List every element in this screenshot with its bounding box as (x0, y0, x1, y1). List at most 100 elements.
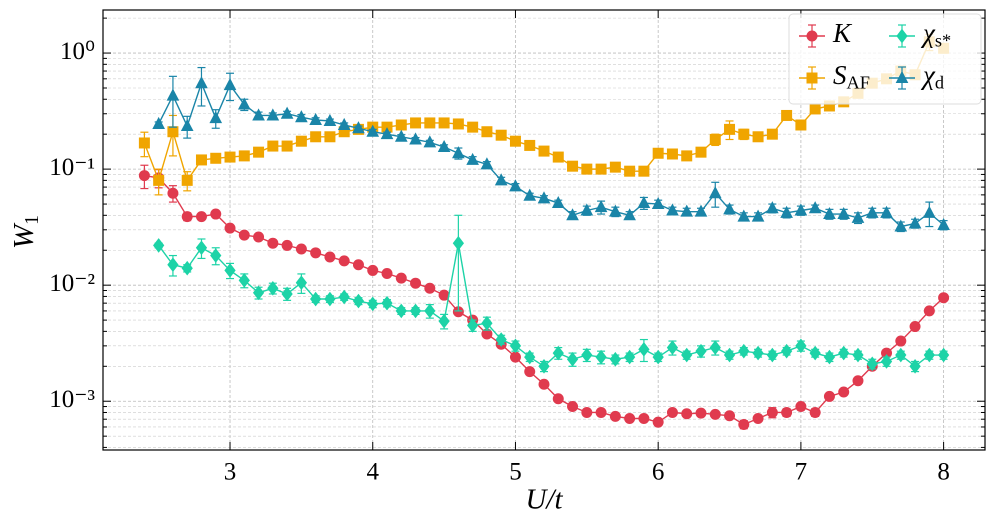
marker (238, 273, 250, 288)
marker (223, 77, 237, 91)
y-tick-label: 10⁻² (49, 270, 95, 297)
marker (424, 303, 436, 319)
marker (909, 321, 921, 333)
marker (766, 347, 778, 363)
marker (594, 200, 608, 213)
marker (295, 110, 308, 123)
marker (937, 347, 950, 363)
marker (724, 123, 736, 135)
marker (552, 345, 564, 361)
marker (410, 277, 422, 289)
marker (524, 349, 536, 365)
marker (367, 296, 379, 312)
marker (852, 375, 864, 387)
marker (723, 202, 736, 215)
marker (395, 272, 407, 284)
marker (895, 347, 907, 363)
marker (381, 295, 393, 311)
marker (324, 291, 336, 307)
marker (324, 251, 336, 263)
marker (452, 146, 465, 159)
marker (838, 345, 850, 361)
marker (481, 126, 493, 138)
marker (195, 76, 208, 89)
marker (551, 195, 565, 209)
marker (266, 108, 280, 121)
marker (723, 347, 736, 363)
marker (652, 416, 664, 428)
marker (466, 152, 479, 165)
marker (480, 157, 494, 170)
marker (609, 410, 621, 422)
marker (167, 126, 179, 138)
marker (580, 203, 594, 216)
marker (681, 347, 693, 363)
marker (681, 150, 693, 162)
marker (806, 30, 818, 42)
marker (367, 264, 379, 276)
marker (652, 349, 664, 365)
marker (652, 147, 664, 159)
x-tick-label: 8 (937, 459, 950, 486)
marker (837, 206, 851, 220)
marker (324, 131, 336, 143)
marker (438, 313, 450, 329)
marker (195, 211, 207, 223)
marker (851, 210, 865, 223)
marker (452, 118, 464, 130)
marker (566, 351, 579, 367)
marker (410, 117, 422, 129)
marker (795, 119, 807, 131)
marker (795, 338, 807, 354)
marker (167, 187, 179, 199)
marker (395, 119, 407, 131)
marker (281, 140, 293, 152)
x-tick-label: 3 (224, 459, 237, 486)
marker (567, 160, 579, 172)
marker (495, 332, 507, 347)
marker (552, 151, 564, 163)
marker (581, 406, 593, 418)
legend-label: SAF (833, 60, 870, 92)
marker (224, 222, 236, 234)
legend-label: χd (920, 60, 944, 92)
marker (624, 412, 636, 424)
marker (709, 133, 721, 145)
marker (567, 401, 579, 413)
marker (224, 151, 236, 163)
marker (524, 366, 536, 378)
marker (752, 412, 764, 424)
marker (909, 358, 921, 374)
y-tick-label: 10⁻³ (49, 386, 95, 413)
marker (923, 305, 935, 317)
y-tick-label: 10⁰ (60, 38, 95, 65)
marker (509, 135, 521, 147)
marker (538, 358, 550, 374)
marker (766, 201, 779, 214)
marker (780, 343, 793, 359)
marker (310, 291, 322, 307)
marker (624, 165, 636, 177)
marker (381, 268, 393, 280)
marker (795, 401, 807, 413)
marker (638, 342, 650, 357)
marker (566, 208, 579, 221)
marker (808, 201, 822, 214)
marker (409, 303, 422, 319)
marker (352, 293, 365, 309)
marker (138, 137, 150, 149)
marker (737, 209, 751, 222)
marker (523, 188, 537, 201)
marker (609, 204, 622, 217)
marker (752, 345, 764, 361)
marker (238, 150, 250, 162)
marker (738, 128, 750, 140)
marker (267, 140, 279, 152)
marker (666, 148, 678, 160)
marker (424, 282, 436, 294)
marker (437, 139, 451, 153)
marker (252, 108, 265, 121)
marker (509, 351, 521, 363)
marker (352, 121, 365, 134)
